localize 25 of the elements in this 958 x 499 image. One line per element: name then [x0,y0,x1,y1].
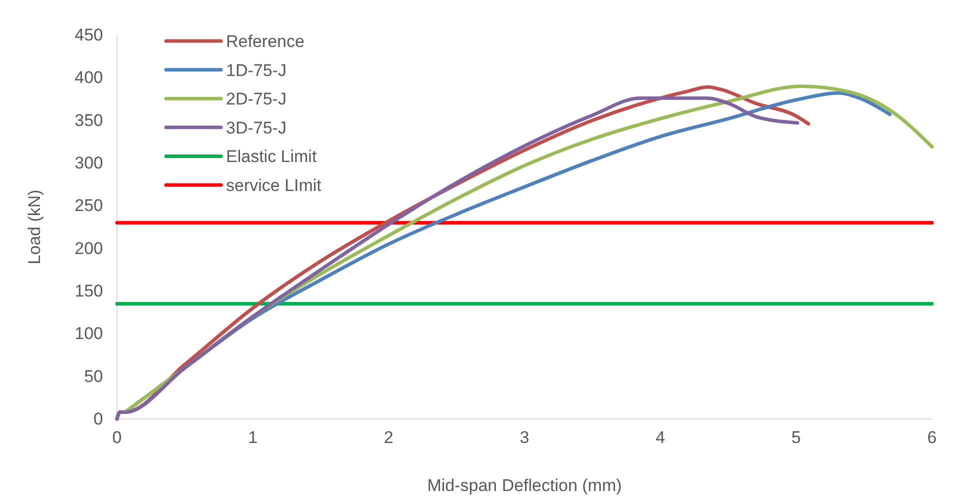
y-tick-label: 200 [74,238,103,258]
legend-label: 3D-75-J [226,118,286,138]
x-tick-label: 6 [927,428,937,448]
y-tick-label: 450 [74,25,103,44]
x-tick-label: 0 [112,428,122,448]
x-tick-label: 2 [384,428,394,448]
x-tick-label: 3 [520,428,530,448]
x-tick-label: 1 [248,428,258,448]
y-tick-label: 0 [94,409,103,428]
y-tick-label: 150 [74,281,103,300]
y-tick-label: 350 [74,110,103,130]
y-tick-label: 100 [74,324,103,344]
y-tick-label: 400 [74,68,103,88]
x-tick-label: 4 [656,428,666,448]
y-tick-label: 300 [74,153,103,172]
legend-label: service LImit [226,176,322,195]
legend-label: Elastic Limit [226,147,317,166]
y-tick-label: 50 [84,366,103,386]
legend-label: 1D-75-J [226,60,286,80]
x-axis-title: Mid-span Deflection (mm) [427,476,622,495]
legend-label: 2D-75-J [226,90,286,109]
y-tick-label: 250 [74,196,103,216]
legend-label: Reference [226,32,304,51]
y-axis-title: Load (kN) [25,190,44,264]
x-tick-label: 5 [791,428,801,448]
